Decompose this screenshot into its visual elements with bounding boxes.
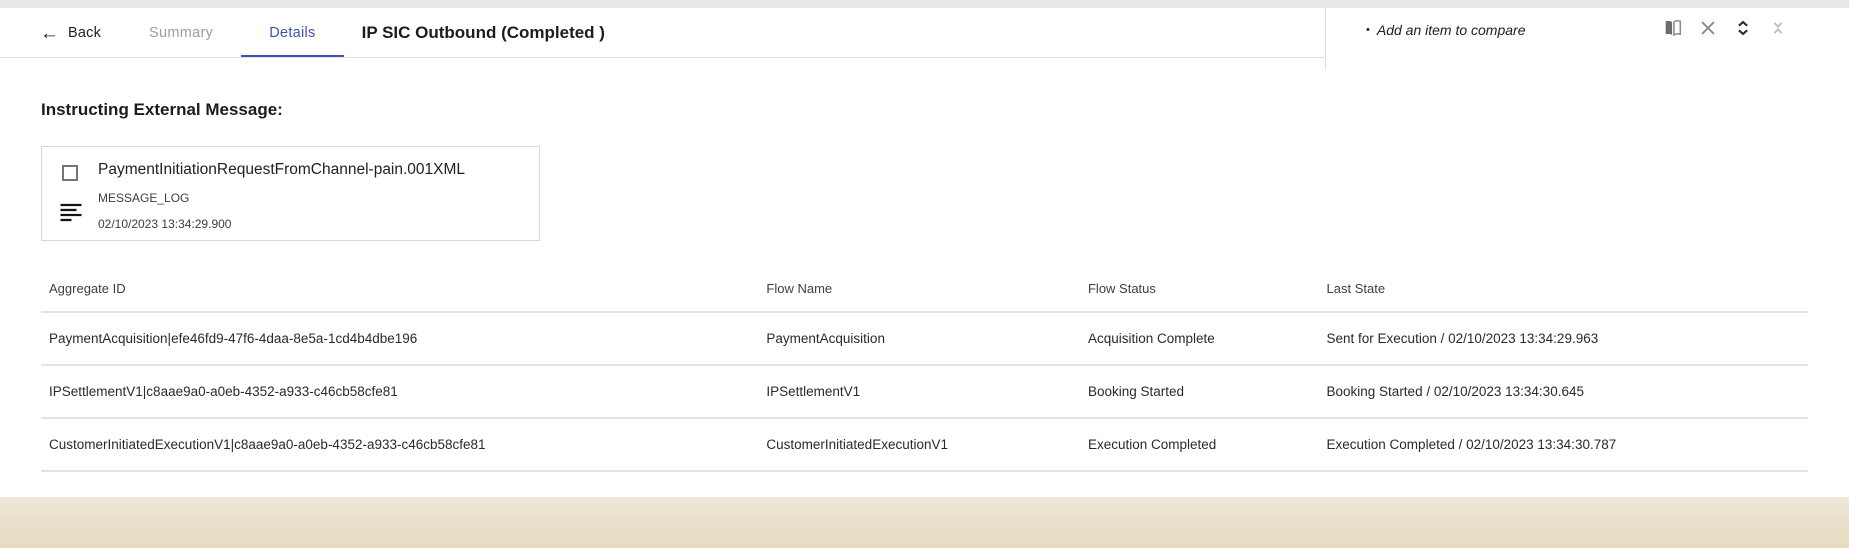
- cell-flow-status: Acquisition Complete: [1079, 312, 1319, 366]
- column-header-flow-status: Flow Status: [1079, 265, 1319, 313]
- message-card-body: PaymentInitiationRequestFromChannel-pain…: [98, 147, 539, 240]
- top-strip: [0, 0, 1849, 8]
- cell-flow-name: IPSettlementV1: [758, 365, 1080, 419]
- message-card[interactable]: PaymentInitiationRequestFromChannel-pain…: [41, 146, 540, 241]
- header: ← Back Summary Details IP SIC Outbound (…: [0, 8, 1849, 70]
- message-title: PaymentInitiationRequestFromChannel-pain…: [98, 161, 466, 178]
- compare-hint-label: Add an item to compare: [1376, 22, 1526, 38]
- header-icon-toolbar: [1661, 12, 1790, 44]
- tab-bar: Summary Details: [121, 8, 345, 58]
- message-timestamp: 02/10/2023 13:34:29.900: [98, 217, 232, 231]
- message-type: MESSAGE_LOG: [98, 191, 190, 205]
- book-compare-icon[interactable]: [1661, 12, 1685, 44]
- message-card-rail: [42, 147, 98, 240]
- back-label: Back: [68, 25, 102, 41]
- compare-hint: • Add an item to compare: [1366, 22, 1526, 38]
- table-row[interactable]: IPSettlementV1|c8aae9a0-a0eb-4352-a933-c…: [41, 365, 1808, 419]
- subject-icon: [60, 203, 82, 222]
- table-row[interactable]: CustomerInitiatedExecutionV1|c8aae9a0-a0…: [41, 418, 1808, 472]
- table-row[interactable]: PaymentAcquisition|efe46fd9-47f6-4daa-8e…: [41, 312, 1808, 366]
- table-header-row: Aggregate ID Flow Name Flow Status Last …: [41, 265, 1808, 313]
- tab-details[interactable]: Details: [241, 8, 345, 58]
- section-title: Instructing External Message:: [41, 100, 283, 119]
- vertical-divider: [1325, 8, 1326, 70]
- column-header-aggregate-id: Aggregate ID: [41, 265, 759, 313]
- cell-flow-name: CustomerInitiatedExecutionV1: [758, 418, 1080, 472]
- unfold-less-icon[interactable]: [1766, 12, 1790, 44]
- tab-summary[interactable]: Summary: [149, 25, 214, 41]
- cell-aggregate-id: CustomerInitiatedExecutionV1|c8aae9a0-a0…: [41, 418, 759, 472]
- footer-strip: [0, 497, 1849, 548]
- message-checkbox[interactable]: [62, 165, 78, 181]
- back-arrow-icon: ←: [40, 22, 59, 44]
- cell-last-state: Execution Completed / 02/10/2023 13:34:3…: [1318, 418, 1808, 472]
- cell-aggregate-id: IPSettlementV1|c8aae9a0-a0eb-4352-a933-c…: [41, 365, 759, 419]
- cell-aggregate-id: PaymentAcquisition|efe46fd9-47f6-4daa-8e…: [41, 312, 759, 366]
- bullet-icon: •: [1366, 24, 1370, 36]
- column-header-flow-name: Flow Name: [758, 265, 1080, 313]
- cell-flow-name: PaymentAcquisition: [758, 312, 1080, 366]
- header-divider-line: [0, 57, 1325, 58]
- unfold-more-icon[interactable]: [1731, 12, 1755, 44]
- cell-last-state: Booking Started / 02/10/2023 13:34:30.64…: [1318, 365, 1808, 419]
- cell-flow-status: Booking Started: [1079, 365, 1319, 419]
- column-header-last-state: Last State: [1318, 265, 1808, 313]
- main-content: Instructing External Message: PaymentIni…: [0, 58, 1849, 497]
- close-icon[interactable]: [1696, 12, 1720, 44]
- back-button[interactable]: ← Back: [40, 24, 101, 43]
- cell-last-state: Sent for Execution / 02/10/2023 13:34:29…: [1318, 312, 1808, 366]
- cell-flow-status: Execution Completed: [1079, 418, 1319, 472]
- flow-table: Aggregate ID Flow Name Flow Status Last …: [41, 265, 1808, 472]
- page-title: IP SIC Outbound (Completed ): [361, 23, 605, 42]
